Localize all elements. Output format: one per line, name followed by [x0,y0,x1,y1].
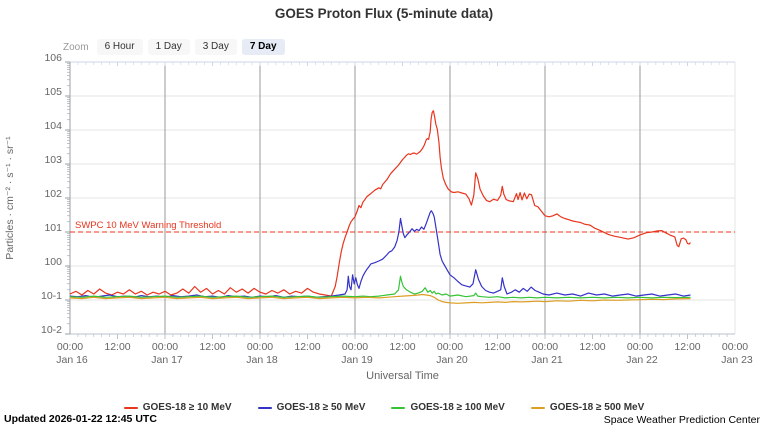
legend-swatch [530,406,545,409]
legend-label: GOES-18 ≥ 500 MeV [549,402,645,413]
legend-label: GOES-18 ≥ 50 MeV [276,402,366,413]
x-tick-label: 12:00 [389,341,415,353]
series-ge100mev [69,275,691,299]
legend-item-ge500mev[interactable]: GOES-18 ≥ 500 MeV [530,402,645,413]
x-tick-label: 00:00 [152,341,178,353]
x-tick-date: Jan 22 [626,354,658,366]
y-tick-label: 104 [44,120,62,132]
legend-swatch [391,406,406,409]
y-tick-label: 10-1 [41,290,62,302]
chart-title: GOES Proton Flux (5-minute data) [274,6,494,21]
x-tick-label: 12:00 [104,341,130,353]
updated-timestamp: Updated 2026-01-22 12:45 UTC [4,413,157,425]
x-axis-title: Universal Time [366,370,439,382]
legend-swatch [257,406,272,409]
legend-label: GOES-18 ≥ 100 MeV [410,402,505,413]
range-button-6hour[interactable]: 6 Hour [96,39,143,55]
y-tick-label: 105 [44,86,62,98]
legend-item-ge100mev[interactable]: GOES-18 ≥ 100 MeV [391,402,505,413]
x-tick-date: Jan 18 [246,354,278,366]
y-tick-label: 100 [44,256,62,268]
x-tick-label: 12:00 [674,341,700,353]
legend-item-ge50mev[interactable]: GOES-18 ≥ 50 MeV [257,402,366,413]
y-tick-label: 101 [44,222,62,234]
threshold-label: SWPC 10 MeV Warning Threshold [75,220,221,231]
x-tick-label: 12:00 [199,341,225,353]
x-tick-label: 00:00 [532,341,558,353]
x-tick-label: 00:00 [57,341,83,353]
legend-item-ge10mev[interactable]: GOES-18 ≥ 10 MeV [123,402,232,413]
y-axis-title: Particles · cm⁻² · s⁻¹ · sr⁻¹ [4,136,16,260]
x-tick-date: Jan 19 [341,354,373,366]
x-tick-label: 12:00 [484,341,510,353]
x-tick-label: 00:00 [437,341,463,353]
y-tick-label: 102 [44,188,62,200]
y-tick-label: 103 [44,154,62,166]
x-tick-label: 00:00 [247,341,273,353]
x-tick-date: Jan 20 [436,354,468,366]
x-tick-date: Jan 17 [151,354,183,366]
range-selector: Zoom 6 Hour 1 Day 3 Day 7 Day [63,39,285,55]
x-tick-label: 12:00 [579,341,605,353]
series-ge500mev [69,293,691,304]
range-button-7day[interactable]: 7 Day [241,39,285,55]
range-button-3day[interactable]: 3 Day [194,39,237,55]
y-tick-label: 10-2 [41,324,62,336]
x-tick-label: 12:00 [294,341,320,353]
x-tick-date: Jan 16 [56,354,88,366]
x-tick-label: 00:00 [722,341,748,353]
legend-label: GOES-18 ≥ 10 MeV [142,402,232,413]
x-tick-date: Jan 21 [531,354,563,366]
x-tick-label: 00:00 [627,341,653,353]
legend: GOES-18 ≥ 10 MeV GOES-18 ≥ 50 MeV GOES-1… [0,402,768,413]
legend-swatch [123,406,138,409]
range-button-1day[interactable]: 1 Day [147,39,190,55]
x-tick-date: Jan 23 [721,354,753,366]
source-credit: Space Weather Prediction Center [603,414,760,426]
zoom-label: Zoom [63,41,89,53]
y-tick-label: 106 [44,52,62,64]
x-tick-label: 00:00 [342,341,368,353]
series-ge10mev [69,110,691,297]
